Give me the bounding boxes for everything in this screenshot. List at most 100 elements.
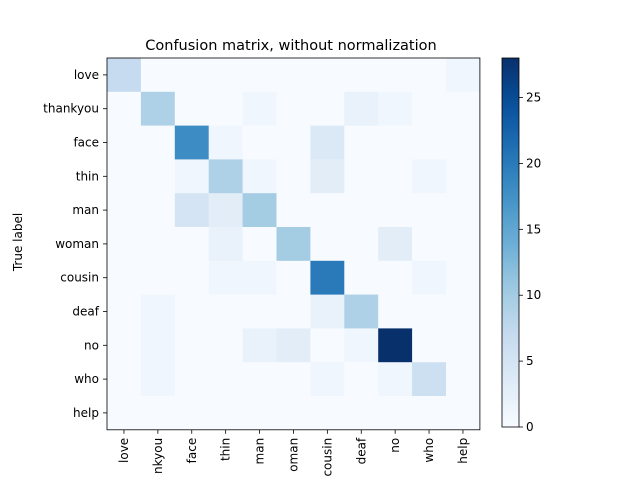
heatmap-cell — [378, 193, 413, 228]
heatmap-cell — [242, 58, 277, 93]
heatmap-cell — [412, 91, 447, 126]
heatmap-cell — [242, 125, 277, 160]
heatmap-cell — [242, 91, 277, 126]
heatmap-cell — [242, 328, 277, 363]
heatmap-cell — [344, 91, 379, 126]
x-tick-label: who — [422, 438, 436, 463]
heatmap-cell — [107, 396, 142, 431]
heatmap-cell — [208, 193, 243, 228]
y-tick-label: who — [74, 372, 99, 386]
heatmap-cell — [242, 294, 277, 329]
colorbar-tick-label: 25 — [526, 91, 541, 105]
heatmap-cell — [140, 362, 176, 397]
heatmap-cell — [276, 193, 311, 228]
heatmap-cell — [276, 58, 311, 93]
y-tick-label: no — [84, 338, 99, 352]
heatmap-cell — [174, 396, 210, 431]
heatmap-cell — [276, 328, 311, 363]
heatmap-cell — [446, 227, 481, 262]
x-tick-label: no — [388, 438, 402, 453]
heatmap-cell — [276, 227, 311, 262]
heatmap-cell — [412, 227, 447, 262]
y-axis-label: True label — [11, 213, 25, 272]
colorbar-tick-label: 5 — [526, 354, 534, 368]
y-tick-label: deaf — [72, 305, 99, 319]
heatmap-cell — [107, 294, 142, 329]
heatmap-cell — [344, 260, 379, 295]
heatmap-cell — [378, 58, 413, 93]
heatmap-cell — [412, 193, 447, 228]
x-tick-label: man — [253, 438, 267, 465]
heatmap-cell — [378, 260, 413, 295]
x-tick-label: thin — [219, 438, 233, 461]
heatmap-cell — [344, 125, 379, 160]
heatmap-cell — [140, 396, 176, 431]
heatmap-cell — [446, 193, 481, 228]
heatmap-cell — [208, 328, 243, 363]
heatmap-cell — [174, 58, 210, 93]
heatmap-cell — [276, 125, 311, 160]
heatmap-cell — [140, 159, 176, 194]
heatmap-cell — [446, 328, 481, 363]
heatmap-cell — [446, 91, 481, 126]
heatmap-cell — [310, 328, 345, 363]
heatmap-cell — [208, 227, 243, 262]
y-tick-label: man — [72, 203, 99, 217]
heatmap-cell — [378, 227, 413, 262]
heatmap-cell — [208, 396, 243, 431]
heatmap-cell — [242, 362, 277, 397]
heatmap-cell — [276, 294, 311, 329]
heatmap-cell — [174, 125, 210, 160]
heatmap-cell — [412, 328, 447, 363]
y-tick-label: thin — [76, 169, 99, 183]
heatmap-cell — [378, 328, 413, 363]
heatmap-cell — [107, 260, 142, 295]
heatmap-cell — [344, 328, 379, 363]
heatmap-cell — [140, 294, 176, 329]
heatmap-cell — [107, 362, 142, 397]
heatmap-cell — [208, 125, 243, 160]
heatmap-cell — [208, 362, 243, 397]
chart-title: Confusion matrix, without normalization — [145, 38, 436, 54]
heatmap-cell — [310, 362, 345, 397]
heatmap-cell — [310, 58, 345, 93]
heatmap-cell — [242, 260, 277, 295]
colorbar — [501, 57, 520, 428]
heatmap-cell — [276, 91, 311, 126]
heatmap-cell — [412, 362, 447, 397]
x-tick-label: oman — [286, 438, 300, 472]
heatmap-cell — [174, 294, 210, 329]
heatmap-cell — [107, 125, 142, 160]
heatmap-cell — [310, 227, 345, 262]
heatmap-cell — [310, 396, 345, 431]
y-tick-label: cousin — [60, 271, 99, 285]
heatmap-cell — [310, 125, 345, 160]
x-tick-label: love — [117, 438, 131, 463]
colorbar-tick-label: 15 — [526, 222, 541, 236]
heatmap-cell — [446, 58, 481, 93]
heatmap-cell — [378, 396, 413, 431]
y-tick-label: woman — [55, 237, 99, 251]
heatmap-cell — [174, 328, 210, 363]
heatmap-cell — [378, 159, 413, 194]
x-tick-label: cousin — [320, 438, 334, 477]
x-tick-label: help — [456, 438, 470, 464]
y-tick-label: thankyou — [43, 102, 99, 116]
heatmap-cell — [242, 159, 277, 194]
heatmap-cell — [344, 159, 379, 194]
heatmap-cell — [174, 159, 210, 194]
heatmap-cell — [344, 396, 379, 431]
heatmap-cell — [344, 58, 379, 93]
heatmap-cell — [412, 58, 447, 93]
heatmap-cell — [446, 159, 481, 194]
heatmap-cell — [446, 294, 481, 329]
heatmap-cell — [378, 125, 413, 160]
heatmap-cell — [107, 58, 142, 93]
heatmap-cell — [446, 396, 481, 431]
heatmap-cell — [140, 125, 176, 160]
heatmap-cell — [378, 91, 413, 126]
heatmap-cell — [344, 227, 379, 262]
y-tick-label: help — [73, 406, 99, 420]
